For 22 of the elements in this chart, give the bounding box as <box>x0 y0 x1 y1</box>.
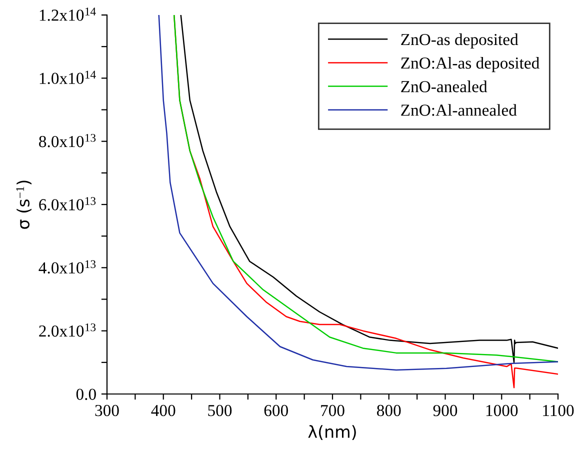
x-axis-title: λ(nm) <box>308 425 356 440</box>
legend-label: ZnO:Al-annealed <box>401 104 517 116</box>
x-tick-label: 800 <box>377 404 401 416</box>
legend-label: ZnO-anealed <box>401 80 488 92</box>
y-tick-label: 6.0x10$^{13}$ <box>39 197 96 210</box>
y-tick-label: 1.2x10$^{14}$ <box>40 8 96 21</box>
x-tick-label: 700 <box>321 404 344 416</box>
y-tick-label: 1.0x10$^{14}$ <box>40 70 96 84</box>
legend-label: ZnO-as deposited <box>401 33 518 49</box>
x-tick-label: 400 <box>151 404 176 416</box>
y-tick-label: 2.0x10$^{13}$ <box>39 323 96 337</box>
x-tick-label: 300 <box>95 404 119 416</box>
y-tick-label: 8.0x10$^{13}$ <box>39 134 96 148</box>
y-axis-title: σ (s$^{−1}$) <box>16 180 32 229</box>
y-tick-label: 0.0 <box>76 388 96 400</box>
x-tick-label: 1100 <box>543 404 574 416</box>
x-tick-label: 1000 <box>486 404 518 416</box>
y-tick-label: 4.0x10$^{13}$ <box>38 260 96 274</box>
x-tick-label: 600 <box>264 404 288 416</box>
x-tick-label: 500 <box>208 404 232 416</box>
legend-label: ZnO:Al-as deposited <box>401 56 540 72</box>
x-tick-label: 900 <box>433 404 458 416</box>
